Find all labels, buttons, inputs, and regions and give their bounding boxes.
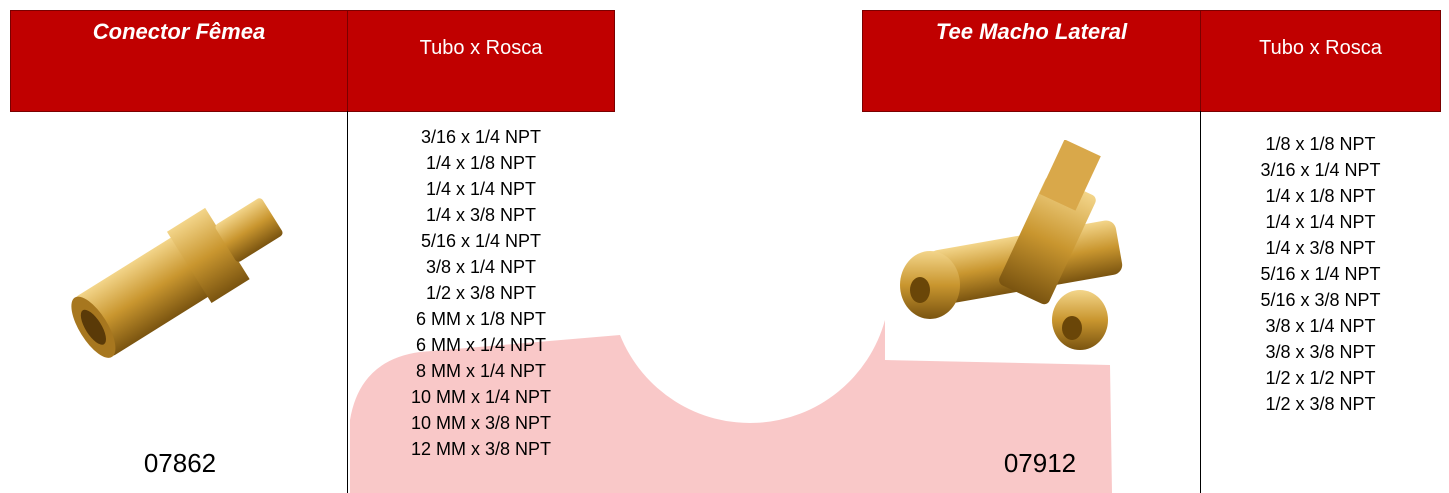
size-item: 12 MM x 3/8 NPT xyxy=(410,439,552,459)
size-item: 1/2 x 1/2 NPT xyxy=(1265,368,1376,388)
size-item: 1/2 x 3/8 NPT xyxy=(425,283,537,303)
size-item: 10 MM x 1/4 NPT xyxy=(410,387,552,407)
size-list: 1/8 x 1/8 NPT 3/16 x 1/4 NPT 1/4 x 1/8 NPT… xyxy=(1200,131,1441,417)
product-code: 07912 xyxy=(1003,448,1077,478)
size-item: 1/8 x 1/8 NPT xyxy=(1265,134,1376,154)
size-item: 1/4 x 1/8 NPT xyxy=(1265,186,1376,206)
size-item: 1/4 x 1/4 NPT xyxy=(425,179,537,199)
product-code: 07862 xyxy=(143,448,217,478)
size-item: 8 MM x 1/4 NPT xyxy=(415,361,547,381)
size-item: 5/16 x 1/4 NPT xyxy=(420,231,542,251)
size-item: 3/8 x 3/8 NPT xyxy=(1265,342,1376,362)
size-item: 3/16 x 1/4 NPT xyxy=(420,127,542,147)
size-item: 1/4 x 3/8 NPT xyxy=(1265,238,1376,258)
column-divider xyxy=(347,111,348,493)
size-item: 6 MM x 1/4 NPT xyxy=(415,335,547,355)
size-item: 1/4 x 3/8 NPT xyxy=(425,205,537,225)
watermark-shape xyxy=(350,320,1112,493)
size-item: 3/16 x 1/4 NPT xyxy=(1260,160,1381,180)
size-item: 1/4 x 1/4 NPT xyxy=(1265,212,1376,232)
product-title: Tee Macho Lateral xyxy=(862,10,1201,112)
size-item: 3/8 x 1/4 NPT xyxy=(425,257,537,277)
column-divider xyxy=(1200,111,1201,493)
product-image xyxy=(71,198,283,358)
size-list: 3/16 x 1/4 NPT 1/4 x 1/8 NPT 1/4 x 1/4 NPT… xyxy=(347,124,615,462)
size-item: 1/4 x 1/8 NPT xyxy=(425,153,537,173)
size-item: 5/16 x 1/4 NPT xyxy=(1260,264,1381,284)
size-item: 1/2 x 3/8 NPT xyxy=(1265,394,1376,414)
product-subtitle: Tubo x Rosca xyxy=(347,10,615,112)
size-item: 10 MM x 3/8 NPT xyxy=(410,413,552,433)
size-item: 3/8 x 1/4 NPT xyxy=(1265,316,1376,336)
size-item: 6 MM x 1/8 NPT xyxy=(415,309,547,329)
product-title: Conector Fêmea xyxy=(10,10,348,112)
product-image xyxy=(900,140,1123,350)
size-item: 5/16 x 3/8 NPT xyxy=(1260,290,1381,310)
product-subtitle: Tubo x Rosca xyxy=(1200,10,1441,112)
